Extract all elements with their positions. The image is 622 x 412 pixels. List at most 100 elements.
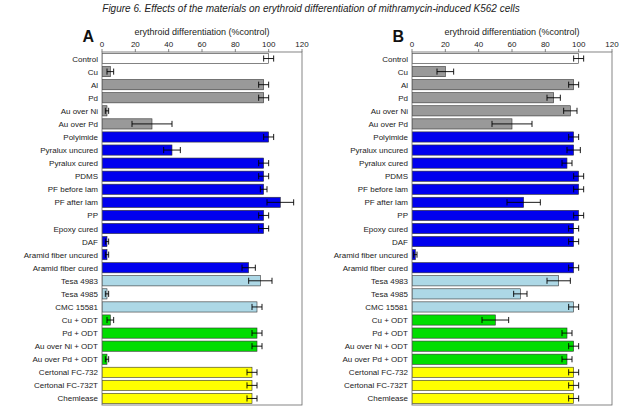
tick-label: 0 (410, 40, 415, 49)
error-bar (574, 186, 584, 192)
category-label: PF after lam (54, 198, 98, 207)
category-label: Pyralux cured (49, 159, 98, 168)
bar (412, 328, 567, 338)
bar (412, 106, 570, 116)
error-bar (164, 147, 181, 153)
category-label: Cu + ODT (62, 316, 98, 325)
tick-mark (445, 49, 446, 52)
error-bar (259, 212, 269, 218)
error-bar (569, 382, 579, 388)
bar (102, 367, 252, 377)
tick-label: 120 (295, 40, 309, 49)
bar (102, 393, 252, 403)
error-bar (482, 317, 509, 323)
error-bar (105, 239, 108, 245)
tick-mark (235, 49, 236, 52)
error-bar (547, 278, 570, 284)
tick-mark (412, 49, 413, 52)
bars (412, 53, 584, 403)
tick-mark (478, 49, 479, 52)
error-bar (264, 134, 274, 140)
tick-label: 80 (541, 40, 550, 49)
tick-label: 60 (198, 40, 207, 49)
error-bar (574, 212, 584, 218)
tick-label: 20 (131, 40, 140, 49)
bar (102, 328, 257, 338)
category-label: Cu (398, 68, 408, 77)
category-label: Certonal FC-732T (34, 381, 98, 390)
category-label: Pyralux uncured (40, 146, 98, 155)
error-bar (267, 199, 294, 205)
category-label: Certonal FC-732T (344, 381, 408, 390)
category-label: Chemlease (58, 394, 99, 403)
bar (412, 341, 574, 351)
bar (102, 210, 264, 220)
category-label: Au over Ni (371, 107, 409, 116)
error-bar (562, 330, 572, 336)
axis-label: erythroid differentiation (%control) (445, 27, 580, 37)
bar (102, 145, 172, 155)
tick-mark (102, 49, 103, 52)
error-bar (574, 55, 584, 61)
bar (412, 289, 520, 299)
error-bar (569, 134, 579, 140)
category-label: Tesa 4983 (61, 277, 98, 286)
category-label: Control (382, 55, 408, 64)
error-bar (252, 330, 262, 336)
bar (412, 276, 559, 286)
category-label: CMC 15581 (55, 303, 98, 312)
category-label: Certonal FC-732 (349, 368, 409, 377)
category-label: Au over Ni (61, 107, 99, 116)
bar (412, 184, 579, 194)
bar (102, 93, 264, 103)
bar (102, 263, 249, 273)
error-bar (514, 291, 527, 297)
bar (102, 158, 264, 168)
category-label: Al (401, 81, 408, 90)
tick-mark (168, 49, 169, 52)
tick-label: 100 (572, 40, 586, 49)
bar (102, 341, 257, 351)
bar (412, 380, 574, 390)
tick-mark (545, 49, 546, 52)
category-label: DAF (392, 238, 408, 247)
error-bar (247, 382, 257, 388)
category-label: Aramid fiber uncured (24, 251, 98, 260)
error-bar (247, 369, 257, 375)
plot-frame (412, 52, 612, 405)
category-label: PDMS (385, 172, 408, 181)
bar (412, 210, 579, 220)
category-label: Pyralux uncured (350, 146, 408, 155)
category-label: Pd (88, 94, 98, 103)
category-label: Au over Pd (368, 120, 408, 129)
tick-label: 80 (231, 40, 240, 49)
error-bar (105, 291, 108, 297)
error-bar (569, 369, 579, 375)
error-bar (242, 265, 255, 271)
category-label: Cu + ODT (372, 316, 408, 325)
error-bar (547, 95, 560, 101)
category-label: Chemlease (368, 394, 409, 403)
error-bar (562, 160, 572, 166)
category-label: Tesa 4985 (371, 290, 408, 299)
category-label: PF after lam (364, 198, 408, 207)
bar (412, 223, 574, 233)
error-bar (492, 121, 532, 127)
error-bar (260, 186, 267, 192)
tick-mark (512, 49, 513, 52)
error-bar (574, 173, 584, 179)
category-label: CMC 15581 (365, 303, 408, 312)
bar (412, 354, 567, 364)
bar (412, 158, 567, 168)
category-label: Au over Ni + ODT (345, 342, 408, 351)
bar (412, 263, 574, 273)
panel: ControlCuAlPdAu over NiAu over PdPolyimi… (334, 27, 619, 405)
category-label: Tesa 4983 (371, 277, 408, 286)
error-bar (264, 55, 274, 61)
error-bar (569, 343, 579, 349)
bar (412, 171, 579, 181)
category-label: Cu (88, 68, 98, 77)
tick-label: 0 (100, 40, 105, 49)
bar (412, 53, 579, 63)
category-label: Tesa 4985 (61, 290, 98, 299)
